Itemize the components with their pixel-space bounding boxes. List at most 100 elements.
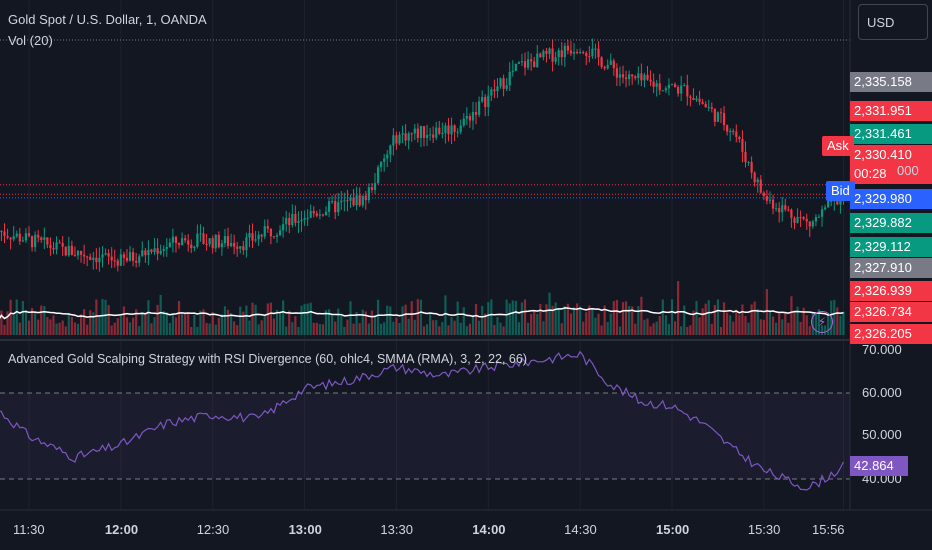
symbol-title[interactable]: Gold Spot / U.S. Dollar, 1, OANDA: [8, 12, 207, 27]
volume-bar: [278, 313, 282, 335]
volume-bar: [208, 323, 211, 335]
rsi-indicator-title[interactable]: Advanced Gold Scalping Strategy with RSI…: [8, 352, 527, 366]
candle-body: [263, 226, 266, 237]
volume-bar: [318, 324, 321, 335]
candle-body: [759, 179, 762, 193]
candle-body: [787, 209, 790, 211]
volume-bar: [184, 312, 187, 335]
volume-moving-average-line: [0, 307, 844, 320]
volume-bar: [46, 316, 49, 335]
volume-bar: [187, 313, 190, 335]
candle-body: [750, 161, 753, 173]
volume-bar: [802, 307, 805, 335]
candle-body: [741, 138, 744, 152]
volume-bar: [309, 302, 312, 335]
candle-body: [6, 235, 9, 238]
price-tag: 2,335.158: [850, 72, 932, 92]
candle-body: [566, 45, 569, 51]
candle-body: [337, 202, 340, 213]
candle-body: [677, 87, 680, 94]
candle-body: [591, 48, 594, 57]
candle-body: [248, 233, 251, 238]
candle-body: [285, 217, 288, 225]
volume-bar: [741, 304, 744, 335]
volume-bar: [775, 322, 778, 335]
candlestick-series: [0, 38, 845, 272]
volume-bar: [239, 306, 242, 335]
time-axis-label: 13:00: [288, 522, 322, 537]
candle-body: [716, 112, 720, 122]
candle-body: [355, 195, 358, 206]
volume-bar: [664, 315, 667, 335]
price-tag: 2,329.112: [850, 237, 932, 257]
candle-body: [260, 234, 263, 237]
volume-bar: [266, 303, 269, 335]
volume-bar: [493, 324, 496, 335]
volume-bar: [429, 313, 432, 335]
candle-body: [376, 167, 380, 184]
candle-body: [689, 96, 692, 99]
candle-body: [245, 237, 248, 251]
candle-body: [575, 51, 579, 53]
volume-bar: [70, 317, 73, 335]
candle-body: [830, 200, 833, 202]
volume-bar: [297, 326, 300, 335]
volume-bar: [462, 307, 465, 335]
price-tag: 2,331.951: [850, 101, 932, 121]
volume-bar: [603, 305, 606, 335]
candle-body: [275, 235, 279, 237]
volume-bar: [211, 312, 214, 335]
volume-bar: [673, 321, 677, 335]
volume-bar: [582, 321, 585, 335]
volume-bar: [6, 311, 9, 335]
candle-body: [429, 134, 432, 136]
volume-indicator-label[interactable]: Vol (20): [8, 33, 53, 48]
volume-bar: [530, 313, 533, 335]
candle-body: [450, 125, 453, 135]
candle-body: [643, 74, 646, 81]
candle-body: [24, 233, 28, 241]
volume-bar: [502, 326, 505, 335]
volume-bar: [652, 323, 655, 335]
candle-body: [233, 243, 236, 247]
candle-body: [520, 61, 524, 63]
volume-bar: [92, 312, 95, 335]
candle-body: [217, 234, 220, 248]
volume-bar: [180, 314, 184, 335]
volume-bar: [615, 299, 618, 335]
volume-bar: [193, 314, 196, 335]
volume-bar: [618, 326, 622, 335]
candle-body: [701, 101, 704, 104]
candle-body: [478, 101, 481, 115]
main-grid: [28, 0, 844, 510]
volume-bar: [95, 299, 98, 335]
volume-bar: [545, 304, 548, 335]
volume-bar: [89, 310, 92, 335]
volume-bar: [30, 307, 34, 335]
volume-bar: [107, 305, 110, 335]
volume-bar: [58, 322, 61, 335]
currency-button[interactable]: USD: [858, 4, 928, 40]
volume-bar: [223, 306, 227, 335]
volume-bar: [40, 305, 43, 335]
lightning-icon[interactable]: ⚡: [811, 311, 833, 333]
volume-bar: [147, 300, 150, 335]
candle-body: [312, 210, 315, 214]
rsi-band-fill: [0, 393, 850, 479]
candle-body: [104, 253, 107, 255]
volume-bar: [236, 325, 239, 335]
volume-bar: [260, 320, 263, 335]
volume-bar: [43, 306, 46, 335]
volume-bar: [383, 322, 386, 335]
candle-body: [95, 257, 98, 263]
candle-body: [796, 217, 799, 223]
volume-bar: [787, 322, 790, 335]
volume-bar: [404, 304, 407, 335]
volume-bar: [242, 311, 245, 335]
volume-bar: [621, 302, 625, 335]
candle-body: [753, 172, 756, 183]
bid-label: Bid: [826, 181, 855, 201]
volume-bar: [572, 307, 576, 335]
candle-body: [165, 246, 168, 249]
